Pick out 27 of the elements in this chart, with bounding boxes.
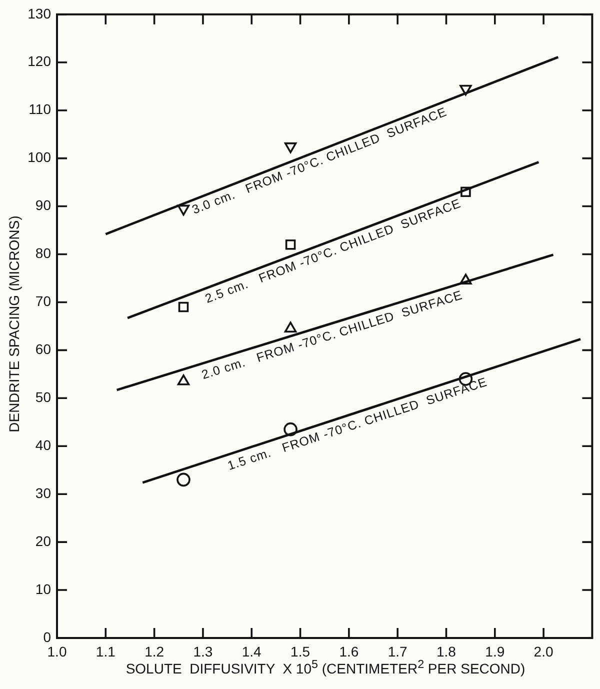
y-tick-label: 0 xyxy=(43,628,52,645)
x-tick-label: 1.4 xyxy=(242,643,262,660)
y-tick-label: 30 xyxy=(35,484,52,501)
x-tick-label: 1.0 xyxy=(47,643,67,660)
x-tick-label: 1.5 xyxy=(290,643,310,660)
x-tick-label: 1.9 xyxy=(485,643,505,660)
x-tick-label: 1.7 xyxy=(388,643,408,660)
y-tick-label: 130 xyxy=(28,5,52,22)
y-tick-label: 110 xyxy=(28,101,52,118)
y-tick-label: 70 xyxy=(35,293,52,310)
y-tick-label: 20 xyxy=(35,532,52,549)
y-tick-label: 90 xyxy=(35,197,52,214)
y-axis-title: DENDRITE SPACING (MICRONS) xyxy=(6,216,22,432)
y-tick-label: 10 xyxy=(35,580,52,597)
y-tick-label: 50 xyxy=(35,389,52,406)
x-tick-label: 2.0 xyxy=(534,643,554,660)
x-tick-label: 1.1 xyxy=(96,643,116,660)
y-tick-label: 100 xyxy=(28,149,52,166)
y-tick-label: 60 xyxy=(35,341,52,358)
x-tick-label: 1.3 xyxy=(193,643,213,660)
x-tick-label: 1.8 xyxy=(436,643,456,660)
x-tick-label: 1.6 xyxy=(339,643,359,660)
x-tick-label: 1.2 xyxy=(144,643,164,660)
x-axis-title: SOLUTE DIFFUSIVITY X 10$^{5}$ (CENTIMETER$^{2}$ PER SECOND) xyxy=(124,658,526,677)
y-tick-label: 80 xyxy=(35,245,52,262)
y-tick-label: 40 xyxy=(35,436,52,453)
y-tick-label: 120 xyxy=(28,53,52,70)
